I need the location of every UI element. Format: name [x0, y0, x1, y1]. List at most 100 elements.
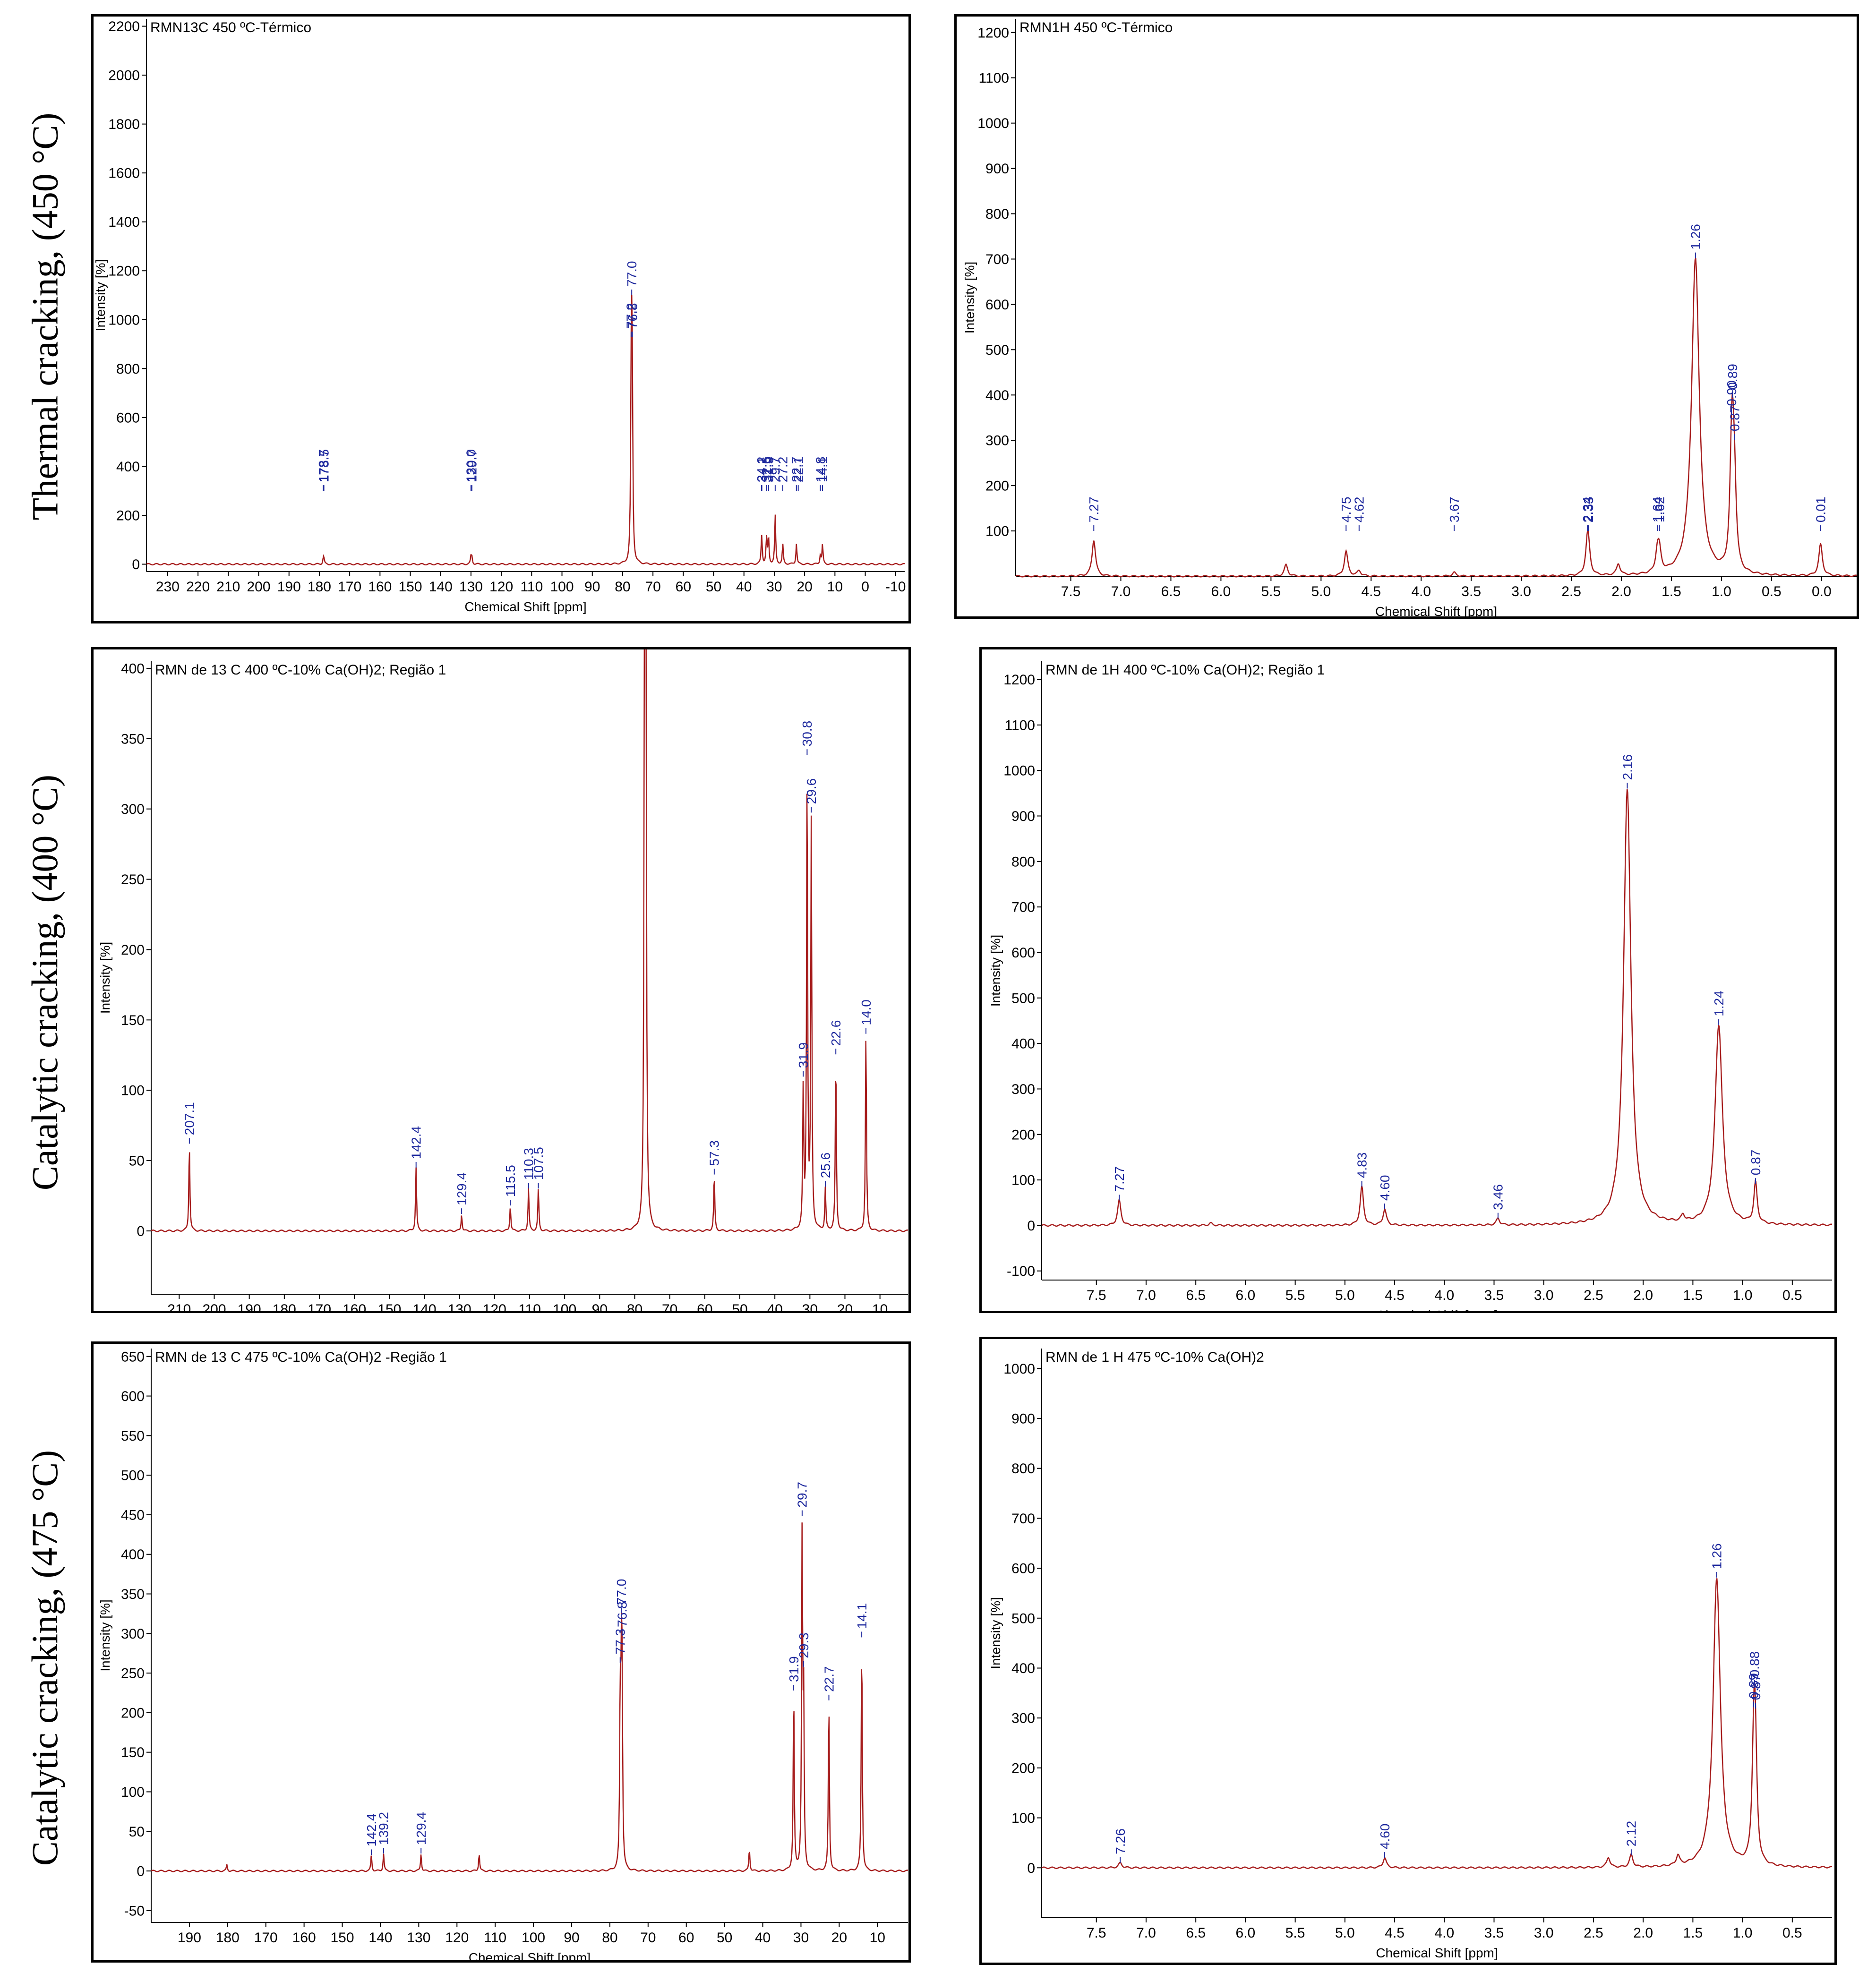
x-tick-label: 160 [343, 1302, 366, 1311]
x-tick-label: 0.5 [1762, 584, 1782, 599]
x-tick-label: 1.0 [1733, 1288, 1753, 1303]
y-tick-label: 100 [121, 1083, 145, 1099]
x-tick-label: 7.0 [1111, 584, 1131, 599]
y-tick-label: 450 [121, 1507, 145, 1523]
x-tick-label: 4.5 [1385, 1925, 1405, 1941]
x-tick-label: 170 [338, 579, 361, 595]
peak-label: 77.2 [624, 303, 639, 329]
x-tick-label: 100 [522, 1930, 545, 1946]
peak-label: 1.26 [1710, 1543, 1724, 1569]
x-tick-label: 150 [377, 1302, 401, 1311]
spectrum-svg: RMN de 13 C 400 ºC-10% Ca(OH)2; Região 1… [98, 649, 908, 1311]
y-axis-label: Intensity [%] [98, 942, 112, 1014]
y-tick-label: 900 [985, 161, 1009, 177]
x-tick-label: 90 [584, 579, 600, 595]
y-tick-label: 300 [985, 433, 1009, 449]
x-tick-label: 4.0 [1434, 1288, 1454, 1303]
x-tick-label: 20 [831, 1930, 847, 1946]
x-tick-label: 30 [793, 1930, 809, 1946]
y-tick-label: 1000 [977, 116, 1009, 131]
peak-label: 0.01 [1814, 497, 1828, 523]
y-tick-label: 300 [1011, 1711, 1035, 1726]
y-tick-label: 200 [116, 508, 140, 523]
peak-label: 139.2 [377, 1812, 391, 1845]
y-tick-label: 400 [116, 459, 140, 475]
spectrum-title: RMN de 13 C 475 ºC-10% Ca(OH)2 -Região 1 [155, 1349, 447, 1365]
y-tick-label: 800 [116, 361, 140, 377]
x-tick-label: 50 [717, 1930, 732, 1946]
peak-label: 22.1 [791, 457, 805, 483]
x-tick-label: 190 [178, 1930, 201, 1946]
peak-label: 0.87 [1748, 1674, 1763, 1700]
y-tick-label: 400 [121, 661, 145, 676]
row-label-catalytic-475: Catalytic cracking, (475 °C) [0, 1337, 90, 1979]
x-tick-label: 40 [755, 1930, 771, 1946]
x-tick-label: 5.5 [1285, 1925, 1305, 1941]
y-tick-label: 100 [1011, 1173, 1035, 1188]
x-tick-label: 2.0 [1633, 1925, 1653, 1941]
x-tick-label: 100 [553, 1302, 576, 1311]
y-tick-label: 600 [985, 297, 1009, 313]
peak-label: 77.3 [613, 1629, 628, 1655]
x-tick-label: 4.0 [1411, 584, 1431, 599]
peak-label: 76.8 [625, 303, 640, 329]
x-tick-label: 40 [767, 1302, 782, 1311]
y-tick-label: 650 [121, 1349, 145, 1365]
x-tick-label: 160 [368, 579, 392, 595]
x-tick-label: 1.0 [1733, 1925, 1753, 1941]
x-tick-label: 80 [615, 579, 630, 595]
x-tick-label: 2.0 [1611, 584, 1631, 599]
x-tick-label: 0.5 [1782, 1288, 1802, 1303]
y-tick-label: 400 [1011, 1661, 1035, 1676]
x-tick-label: 5.0 [1335, 1925, 1355, 1941]
x-axis-label: Chemical Shift [ppm] [1376, 1308, 1498, 1311]
x-tick-label: 7.5 [1087, 1925, 1106, 1941]
peak-label: 3.67 [1447, 497, 1462, 523]
peak-label: 4.62 [1352, 497, 1367, 523]
peak-label: 1.62 [1652, 497, 1667, 523]
x-tick-label: 110 [520, 579, 543, 595]
y-tick-label: 900 [1011, 809, 1035, 824]
peak-label: 77.0 [625, 261, 639, 287]
row-label-thermal-450: Thermal cracking, (450 °C) [0, 9, 90, 623]
x-tick-label: 1.5 [1683, 1288, 1703, 1303]
y-tick-label: 800 [985, 206, 1009, 222]
x-tick-label: 220 [186, 579, 210, 595]
spectrum-trace [146, 294, 905, 566]
x-tick-label: 4.5 [1385, 1288, 1405, 1303]
x-tick-label: 0.0 [1812, 584, 1832, 599]
peak-label: 129.4 [454, 1172, 469, 1205]
x-tick-label: 3.5 [1484, 1288, 1504, 1303]
x-tick-label: 20 [837, 1302, 853, 1311]
y-tick-label: 50 [129, 1153, 145, 1169]
x-tick-label: 3.0 [1534, 1288, 1554, 1303]
spectrum-svg: RMN de 13 C 475 ºC-10% Ca(OH)2 -Região 1… [98, 1349, 908, 1960]
x-tick-label: 120 [483, 1302, 506, 1311]
peak-label: 27.2 [776, 457, 790, 483]
peak-label: 4.60 [1378, 1824, 1392, 1850]
y-tick-label: 600 [116, 410, 140, 426]
peak-label: 22.7 [822, 1666, 836, 1692]
peak-label: 142.4 [409, 1126, 424, 1159]
x-tick-label: 5.0 [1335, 1288, 1355, 1303]
spectrum-svg: RMN de 1H 400 ºC-10% Ca(OH)2; Região 1 -1… [988, 661, 1833, 1311]
y-tick-label: 1600 [108, 166, 140, 181]
spectrum-panel-13c-catalytic-400: RMN de 13 C 400 ºC-10% Ca(OH)2; Região 1… [91, 647, 911, 1313]
y-tick-label: 0 [137, 1224, 145, 1239]
y-tick-label: 2200 [108, 19, 140, 34]
peak-label: 4.83 [1354, 1153, 1369, 1178]
y-tick-label: 500 [1011, 1611, 1035, 1626]
x-tick-label: 120 [489, 579, 513, 595]
peak-label: 4.75 [1339, 497, 1353, 523]
x-tick-label: 60 [676, 579, 691, 595]
y-tick-label: -50 [124, 1903, 145, 1919]
spectrum-panel-13c-catalytic-475: RMN de 13 C 475 ºC-10% Ca(OH)2 -Região 1… [91, 1341, 911, 1963]
y-tick-label: 200 [121, 942, 145, 958]
y-tick-label: 2000 [108, 68, 140, 84]
x-tick-label: 6.5 [1186, 1925, 1206, 1941]
x-tick-label: 3.0 [1511, 584, 1531, 599]
peak-label: 30.8 [800, 721, 814, 747]
x-tick-label: 4.5 [1361, 584, 1381, 599]
peak-label: 0.89 [1725, 364, 1740, 390]
peak-label: 7.27 [1112, 1166, 1127, 1192]
